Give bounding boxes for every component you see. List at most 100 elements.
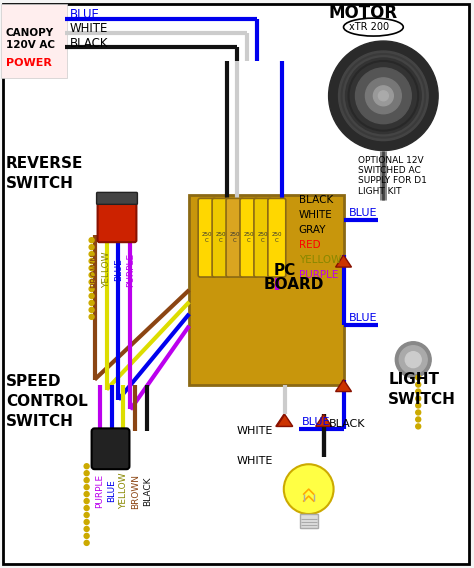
FancyBboxPatch shape bbox=[254, 198, 272, 277]
Text: POWER: POWER bbox=[6, 58, 52, 68]
Circle shape bbox=[84, 471, 89, 475]
Circle shape bbox=[346, 58, 421, 133]
Text: WHITE: WHITE bbox=[70, 22, 108, 35]
Circle shape bbox=[89, 273, 94, 278]
Text: LIGHT: LIGHT bbox=[388, 372, 439, 387]
FancyBboxPatch shape bbox=[240, 198, 258, 277]
FancyBboxPatch shape bbox=[1, 4, 67, 78]
FancyBboxPatch shape bbox=[300, 514, 318, 528]
Text: SWITCH: SWITCH bbox=[388, 392, 456, 407]
Circle shape bbox=[84, 485, 89, 490]
Text: BLUE: BLUE bbox=[302, 417, 330, 427]
Circle shape bbox=[416, 396, 421, 401]
Circle shape bbox=[416, 424, 421, 429]
Text: 250
C: 250 C bbox=[216, 232, 226, 243]
Circle shape bbox=[84, 478, 89, 483]
Circle shape bbox=[84, 506, 89, 511]
Text: PURPLE: PURPLE bbox=[299, 270, 338, 280]
Circle shape bbox=[89, 314, 94, 319]
Circle shape bbox=[416, 417, 421, 422]
Circle shape bbox=[89, 266, 94, 270]
Text: CONTROL: CONTROL bbox=[6, 394, 88, 409]
Text: xTR 200: xTR 200 bbox=[348, 22, 389, 32]
Circle shape bbox=[89, 237, 94, 243]
Text: 250
C: 250 C bbox=[258, 232, 268, 243]
Polygon shape bbox=[277, 415, 293, 427]
Circle shape bbox=[84, 533, 89, 538]
Circle shape bbox=[284, 464, 334, 514]
FancyBboxPatch shape bbox=[198, 198, 216, 277]
Text: GRAY: GRAY bbox=[299, 225, 326, 235]
Circle shape bbox=[405, 352, 421, 367]
Circle shape bbox=[89, 252, 94, 257]
Circle shape bbox=[89, 258, 94, 264]
Text: SWITCH: SWITCH bbox=[6, 414, 74, 429]
FancyBboxPatch shape bbox=[212, 198, 230, 277]
Text: BLUE: BLUE bbox=[348, 208, 377, 218]
Text: REVERSE: REVERSE bbox=[6, 156, 83, 171]
Circle shape bbox=[89, 245, 94, 250]
Circle shape bbox=[84, 512, 89, 517]
Circle shape bbox=[89, 307, 94, 312]
Ellipse shape bbox=[344, 18, 403, 36]
Text: YELLOW: YELLOW bbox=[119, 473, 128, 509]
Text: 250
C: 250 C bbox=[230, 232, 240, 243]
Polygon shape bbox=[276, 415, 292, 427]
FancyBboxPatch shape bbox=[98, 193, 137, 242]
Circle shape bbox=[395, 342, 431, 378]
Text: BLUE: BLUE bbox=[70, 7, 100, 20]
Circle shape bbox=[416, 410, 421, 415]
Circle shape bbox=[84, 463, 89, 469]
Circle shape bbox=[89, 294, 94, 298]
Circle shape bbox=[338, 51, 428, 141]
Text: BLUE: BLUE bbox=[348, 313, 377, 323]
Circle shape bbox=[84, 492, 89, 496]
Circle shape bbox=[416, 403, 421, 408]
Circle shape bbox=[399, 346, 427, 374]
Text: BLUE: BLUE bbox=[114, 258, 123, 281]
FancyBboxPatch shape bbox=[189, 195, 344, 385]
Circle shape bbox=[328, 41, 438, 151]
Circle shape bbox=[89, 300, 94, 306]
FancyBboxPatch shape bbox=[226, 198, 244, 277]
Text: BLACK: BLACK bbox=[70, 36, 108, 49]
Text: BLUE: BLUE bbox=[107, 480, 116, 503]
Text: PURPLE: PURPLE bbox=[95, 474, 104, 508]
Circle shape bbox=[365, 78, 401, 114]
Circle shape bbox=[378, 91, 388, 101]
Circle shape bbox=[84, 499, 89, 504]
Text: SWITCH: SWITCH bbox=[6, 176, 74, 191]
Text: 250
C: 250 C bbox=[202, 232, 212, 243]
Circle shape bbox=[416, 389, 421, 394]
Polygon shape bbox=[336, 379, 352, 391]
Circle shape bbox=[356, 68, 411, 124]
Text: PC: PC bbox=[274, 262, 296, 278]
Text: PURPLE: PURPLE bbox=[126, 253, 135, 287]
Polygon shape bbox=[336, 255, 352, 267]
Circle shape bbox=[84, 520, 89, 524]
FancyBboxPatch shape bbox=[268, 198, 286, 277]
Text: BOARD: BOARD bbox=[264, 278, 324, 293]
FancyBboxPatch shape bbox=[91, 428, 129, 469]
Text: BROWN: BROWN bbox=[90, 253, 99, 287]
Circle shape bbox=[374, 86, 393, 106]
Text: 250
C: 250 C bbox=[272, 232, 282, 243]
Text: 250
C: 250 C bbox=[244, 232, 254, 243]
Text: OPTIONAL 12V
SWITCHED AC
SUPPLY FOR D1
LIGHT KIT: OPTIONAL 12V SWITCHED AC SUPPLY FOR D1 L… bbox=[358, 156, 428, 196]
Text: CANOPY
120V AC: CANOPY 120V AC bbox=[6, 28, 55, 50]
Text: BLACK: BLACK bbox=[328, 419, 365, 429]
FancyBboxPatch shape bbox=[97, 193, 137, 204]
Text: WHITE: WHITE bbox=[299, 210, 332, 220]
Text: BLACK: BLACK bbox=[143, 477, 152, 506]
Circle shape bbox=[84, 527, 89, 532]
Text: BROWN: BROWN bbox=[131, 474, 140, 508]
Circle shape bbox=[89, 286, 94, 291]
Polygon shape bbox=[316, 415, 332, 427]
Circle shape bbox=[84, 540, 89, 545]
Text: RED: RED bbox=[299, 240, 320, 250]
Text: SPEED: SPEED bbox=[6, 374, 62, 389]
Text: MOTOR: MOTOR bbox=[328, 4, 398, 22]
Text: WHITE: WHITE bbox=[237, 456, 273, 466]
Text: YELLOW: YELLOW bbox=[102, 252, 111, 289]
Text: BLACK: BLACK bbox=[299, 195, 333, 206]
